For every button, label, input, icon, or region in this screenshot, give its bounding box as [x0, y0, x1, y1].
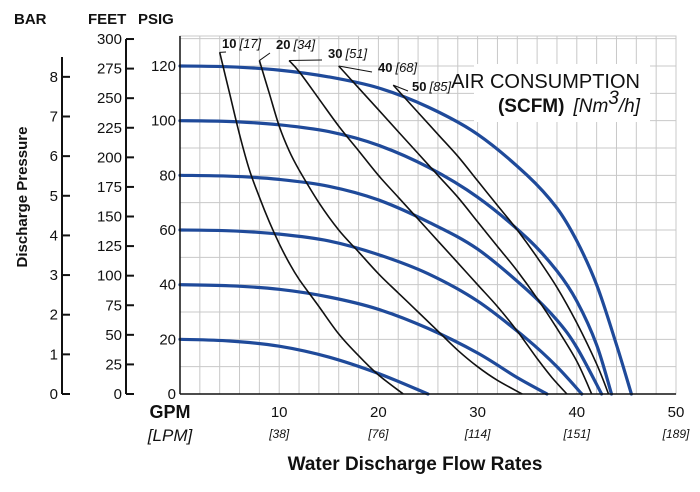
bar-tick-label: 1: [50, 346, 58, 363]
air-curve-label-10: 10 [17]: [222, 36, 262, 51]
axes: [61, 36, 676, 395]
x-tick-label: 50: [668, 404, 685, 421]
x-unit-lpm: [LPM]: [147, 426, 194, 445]
psig-tick-label: 120: [151, 58, 176, 75]
header-psig: PSIG: [138, 11, 174, 28]
legend-units-sup: 3: [608, 88, 619, 109]
air-curve-label-50: 50 [85]: [412, 79, 452, 94]
bar-tick-label: 0: [50, 386, 58, 403]
psig-tick-label: 40: [159, 277, 176, 294]
air-curve-leader-40: [338, 65, 373, 73]
pressure-curve-0: [178, 64, 633, 396]
x-tick-sublabel: [38]: [268, 427, 290, 441]
feet-tick-label: 150: [97, 209, 122, 226]
x-tick-label: 10: [271, 404, 288, 421]
air-curve-10: [218, 52, 404, 395]
feet-tick-label: 50: [105, 327, 122, 344]
x-tick-label: 20: [370, 404, 387, 421]
bar-tick-label: 6: [50, 148, 58, 165]
legend-units-nm: [Nm: [572, 96, 608, 117]
psig-tick-label: 20: [159, 331, 176, 348]
y-axis-label: Discharge Pressure: [14, 127, 31, 268]
psig-tick-label: 60: [159, 222, 176, 239]
legend-units: (SCFM) [Nm3/h]: [498, 88, 641, 117]
legend-box: [474, 64, 650, 122]
tick-labels: 0123456780255075100125150175200225250275…: [50, 31, 690, 441]
pressure-curve-3: [178, 228, 584, 396]
legend-title: AIR CONSUMPTION: [451, 71, 640, 93]
bar-tick-label: 2: [50, 307, 58, 324]
feet-tick-label: 200: [97, 149, 122, 166]
feet-tick-label: 300: [97, 31, 122, 48]
feet-tick-label: 125: [97, 238, 122, 255]
x-tick-sublabel: [151]: [562, 427, 590, 441]
bar-tick-label: 8: [50, 69, 58, 86]
feet-tick-label: 75: [105, 297, 122, 314]
feet-tick-label: 0: [114, 386, 122, 403]
bar-tick-label: 3: [50, 267, 58, 284]
feet-tick-label: 275: [97, 61, 122, 78]
air-curve-20: [258, 60, 523, 395]
air-curve-50: [392, 84, 610, 395]
psig-tick-label: 100: [151, 113, 176, 130]
bar-tick-label: 4: [50, 227, 58, 244]
header-bar: BAR: [14, 11, 47, 28]
feet-tick-label: 100: [97, 268, 122, 285]
header-feet: FEET: [88, 11, 126, 28]
x-unit-gpm: GPM: [149, 402, 190, 422]
x-axis-label: Water Discharge Flow Rates: [288, 454, 543, 475]
pressure-curve-1: [178, 119, 614, 396]
psig-tick-label: 0: [168, 386, 176, 403]
air-curve-leader-20: [259, 52, 271, 61]
bar-tick-label: 5: [50, 188, 58, 205]
pressure-curve-2: [178, 173, 604, 396]
air-curve-leader-50: [393, 84, 409, 92]
x-tick-sublabel: [189]: [662, 427, 690, 441]
feet-tick-label: 250: [97, 90, 122, 107]
pressure-curve-5: [178, 337, 430, 396]
bar-tick-label: 7: [50, 108, 58, 125]
air-curve-label-20: 20 [34]: [276, 37, 316, 52]
air-curve-label-40: 40 [68]: [378, 60, 418, 75]
air-curve-40: [338, 65, 593, 395]
pressure-curve-4: [178, 283, 549, 396]
pressure-curves: [178, 64, 633, 396]
air-consumption-curves: 10 [17] 20 [34] 30 [51] 40 [68] 50 [85]: [218, 36, 610, 395]
x-tick-label: 30: [469, 404, 486, 421]
feet-tick-label: 175: [97, 179, 122, 196]
air-curve-leader-30: [289, 59, 323, 62]
legend-units-scfm: (SCFM): [498, 96, 564, 117]
legend-units-h: /h]: [617, 96, 641, 117]
x-tick-sublabel: [114]: [464, 427, 491, 441]
air-curve-30: [288, 59, 568, 395]
x-tick-label: 40: [568, 404, 585, 421]
psig-tick-label: 80: [159, 167, 176, 184]
x-tick-sublabel: [76]: [367, 427, 389, 441]
feet-tick-label: 225: [97, 120, 122, 137]
feet-tick-label: 25: [105, 356, 122, 373]
air-curve-label-30: 30 [51]: [328, 46, 368, 61]
